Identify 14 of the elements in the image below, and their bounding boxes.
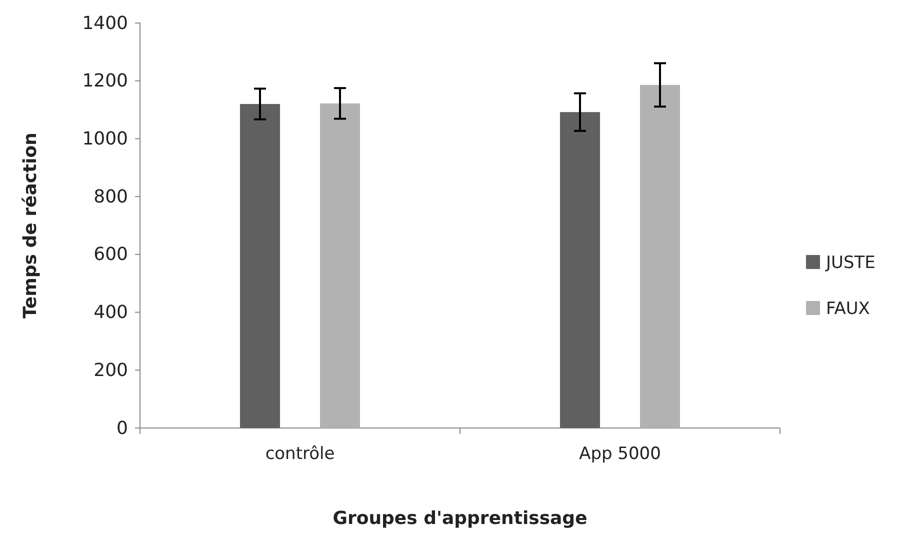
y-tick-label: 1400 (82, 12, 128, 34)
y-tick-label: 600 (94, 244, 128, 266)
y-axis-title: Temps de réaction (20, 132, 41, 318)
y-tick-label: 1200 (82, 70, 128, 92)
y-tick-label: 800 (94, 186, 128, 208)
legend-label: FAUX (826, 299, 870, 319)
y-tick-label: 400 (94, 302, 128, 324)
x-tick-label: contrôle (265, 444, 335, 464)
y-tick-label: 1000 (82, 128, 128, 150)
x-tick-label: App 5000 (579, 444, 661, 464)
y-tick-label: 200 (94, 360, 128, 381)
y-tick-label: 0 (116, 418, 128, 439)
legend-label: JUSTE (825, 253, 876, 273)
x-axis-title: Groupes d'apprentissage (332, 508, 588, 529)
